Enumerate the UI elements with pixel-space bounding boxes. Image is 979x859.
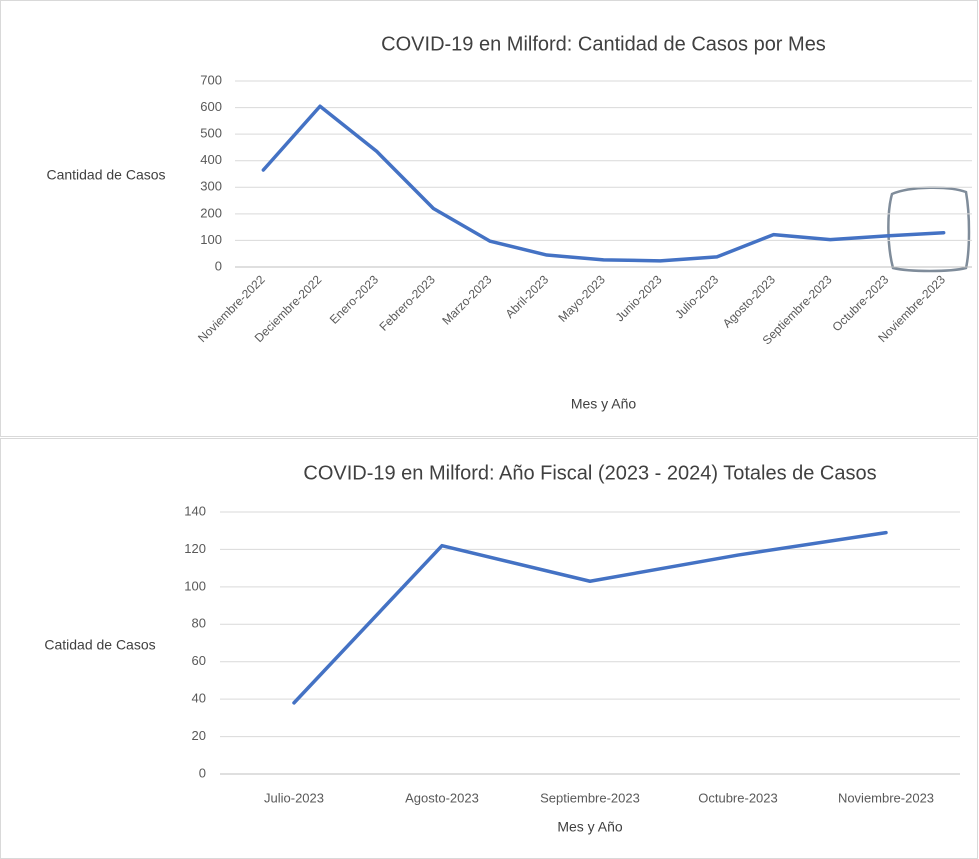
y-tick-label: 140 <box>184 503 206 518</box>
x-tick-label: Octubre-2023 <box>698 790 778 805</box>
annotation-circle <box>887 186 971 273</box>
panel <box>0 438 978 859</box>
y-tick-label: 200 <box>200 205 222 220</box>
y-tick-label: 120 <box>184 541 206 556</box>
y-tick-label: 600 <box>200 99 222 114</box>
y-tick-label: 60 <box>192 653 206 668</box>
x-tick-label: Agosto-2023 <box>405 790 479 805</box>
y-axis-title: Catidad de Casos <box>44 637 155 653</box>
y-tick-label: 700 <box>200 72 222 87</box>
x-axis-title: Mes y Año <box>557 819 623 835</box>
y-tick-label: 100 <box>184 578 206 593</box>
y-tick-label: 300 <box>200 179 222 194</box>
x-tick-label: Noviembre-2023 <box>838 790 934 805</box>
y-tick-label: 80 <box>192 616 206 631</box>
y-tick-label: 100 <box>200 232 222 247</box>
y-tick-label: 0 <box>199 765 206 780</box>
y-axis-title: Cantidad de Casos <box>46 167 165 183</box>
x-tick-label: Julio-2023 <box>264 790 324 805</box>
x-axis-title: Mes y Año <box>571 396 637 412</box>
y-tick-label: 40 <box>192 691 206 706</box>
chart-title: COVID-19 en Milford: Cantidad de Casos p… <box>381 33 826 55</box>
chart-title: COVID-19 en Milford: Año Fiscal (2023 - … <box>303 462 876 484</box>
y-tick-label: 400 <box>200 152 222 167</box>
line <box>292 530 888 705</box>
line <box>261 104 946 263</box>
panel <box>0 0 978 437</box>
x-tick-label: Septiembre-2023 <box>540 790 640 805</box>
y-tick-label: 500 <box>200 126 222 141</box>
y-tick-label: 0 <box>215 258 222 273</box>
y-tick-label: 20 <box>192 728 206 743</box>
